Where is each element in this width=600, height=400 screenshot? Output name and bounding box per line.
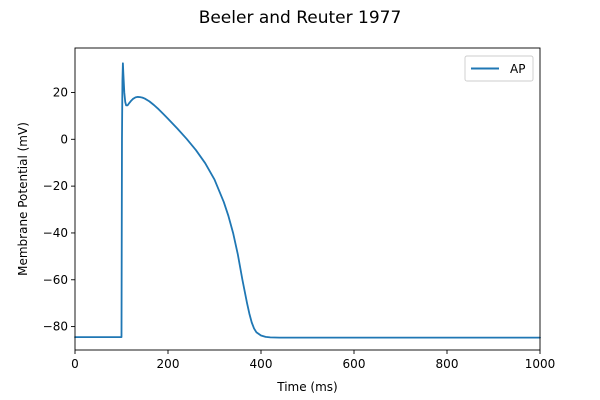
x-tick-label: 200 [157, 357, 180, 371]
y-tick-label: −20 [43, 179, 68, 193]
y-axis-label: Membrane Potential (mV) [16, 122, 30, 276]
series-layer [74, 62, 541, 339]
series-line-ap [74, 62, 541, 339]
plot-area [75, 48, 540, 350]
y-axis-ticks: −80 −60 −40 −20 0 20 [43, 85, 75, 334]
x-axis-ticks: 0 200 400 600 800 1000 [71, 350, 555, 371]
legend-label-ap: AP [510, 62, 525, 76]
y-tick-label: −60 [43, 273, 68, 287]
y-tick-label: −40 [43, 226, 68, 240]
plot-frame [74, 47, 541, 351]
x-tick-label: 0 [71, 357, 79, 371]
y-tick-label: 20 [53, 85, 68, 99]
legend: AP [464, 55, 534, 82]
chart-title: Beeler and Reuter 1977 [199, 8, 402, 28]
x-tick-label: 1000 [525, 357, 556, 371]
x-tick-label: 600 [343, 357, 366, 371]
y-tick-label: 0 [60, 132, 68, 146]
x-tick-label: 800 [436, 357, 459, 371]
x-tick-label: 400 [250, 357, 273, 371]
y-tick-label: −80 [43, 320, 68, 334]
x-axis-label: Time (ms) [276, 380, 338, 394]
